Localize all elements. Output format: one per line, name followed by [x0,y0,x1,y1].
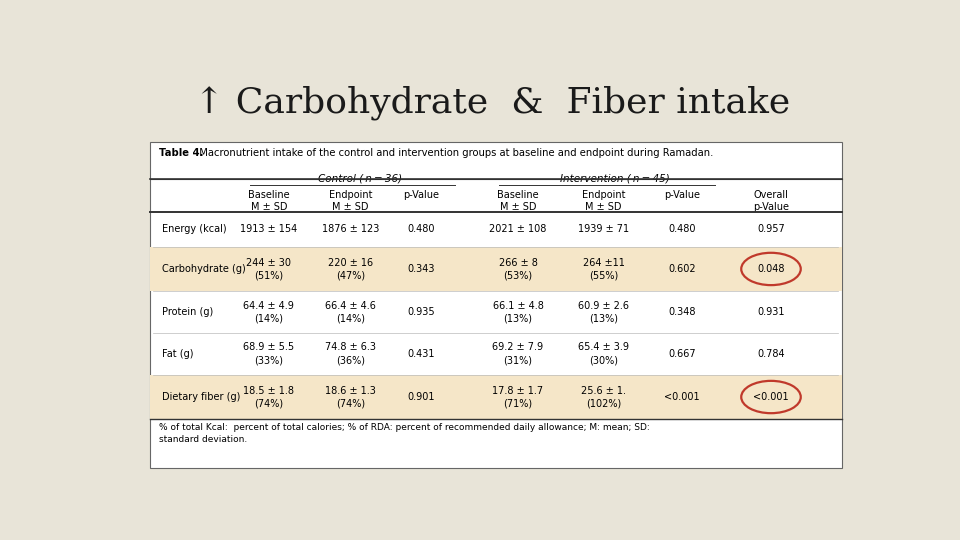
Text: <0.001: <0.001 [664,392,700,402]
Text: 0.935: 0.935 [407,307,435,317]
Text: 1913 ± 154: 1913 ± 154 [240,225,298,234]
Text: % of total Kcal:  percent of total calories; % of RDA: percent of recommended da: % of total Kcal: percent of total calori… [158,423,649,443]
Text: 244 ± 30
(51%): 244 ± 30 (51%) [247,258,291,280]
Text: Overall
p-Value: Overall p-Value [753,190,789,212]
Text: 68.9 ± 5.5
(33%): 68.9 ± 5.5 (33%) [243,342,295,365]
Text: 0.480: 0.480 [668,225,695,234]
Text: 64.4 ± 4.9
(14%): 64.4 ± 4.9 (14%) [244,301,294,323]
Text: Baseline
M ± SD: Baseline M ± SD [248,190,290,212]
Text: 0.048: 0.048 [757,264,784,274]
FancyBboxPatch shape [150,141,842,468]
Text: 69.2 ± 7.9
(31%): 69.2 ± 7.9 (31%) [492,342,543,365]
Text: 0.480: 0.480 [408,225,435,234]
Text: p-Value: p-Value [663,190,700,200]
Text: Baseline
M ± SD: Baseline M ± SD [497,190,539,212]
Text: Endpoint
M ± SD: Endpoint M ± SD [582,190,625,212]
Text: 1939 ± 71: 1939 ± 71 [578,225,629,234]
Text: Fat (g): Fat (g) [162,349,194,359]
Text: Endpoint
M ± SD: Endpoint M ± SD [329,190,372,212]
Text: 2021 ± 108: 2021 ± 108 [490,225,547,234]
Text: Control ( n = 36): Control ( n = 36) [318,173,402,183]
Text: 66.4 ± 4.6
(14%): 66.4 ± 4.6 (14%) [325,301,376,323]
Text: 65.4 ± 3.9
(30%): 65.4 ± 3.9 (30%) [578,342,629,365]
Text: p-Value: p-Value [403,190,440,200]
Text: 0.901: 0.901 [408,392,435,402]
Text: Protein (g): Protein (g) [162,307,214,317]
FancyBboxPatch shape [150,246,842,292]
Text: 0.602: 0.602 [668,264,696,274]
Text: 66.1 ± 4.8
(13%): 66.1 ± 4.8 (13%) [492,301,543,323]
Text: 0.931: 0.931 [757,307,784,317]
Text: 25.6 ± 1.
(102%): 25.6 ± 1. (102%) [581,386,626,408]
Text: Table 4.: Table 4. [158,148,204,158]
Text: 60.9 ± 2.6
(13%): 60.9 ± 2.6 (13%) [578,301,629,323]
Text: 266 ± 8
(53%): 266 ± 8 (53%) [498,258,538,280]
Text: Dietary fiber (g): Dietary fiber (g) [162,392,241,402]
Text: 0.667: 0.667 [668,349,696,359]
Text: 0.431: 0.431 [408,349,435,359]
Text: 0.957: 0.957 [757,225,785,234]
FancyBboxPatch shape [150,375,842,420]
Text: Macronutrient intake of the control and intervention groups at baseline and endp: Macronutrient intake of the control and … [193,148,713,158]
Text: ↑ Carbohydrate  &  Fiber intake: ↑ Carbohydrate & Fiber intake [194,85,790,120]
Text: 74.8 ± 6.3
(36%): 74.8 ± 6.3 (36%) [325,342,376,365]
Text: 18.6 ± 1.3
(74%): 18.6 ± 1.3 (74%) [325,386,376,408]
Text: Intervention ( n = 45): Intervention ( n = 45) [560,173,670,183]
Text: 18.5 ± 1.8
(74%): 18.5 ± 1.8 (74%) [243,386,295,408]
Text: 17.8 ± 1.7
(71%): 17.8 ± 1.7 (71%) [492,386,543,408]
Text: 0.784: 0.784 [757,349,785,359]
Text: 0.343: 0.343 [408,264,435,274]
Text: 1876 ± 123: 1876 ± 123 [322,225,379,234]
Text: 220 ± 16
(47%): 220 ± 16 (47%) [328,258,373,280]
Text: Carbohydrate (g): Carbohydrate (g) [162,264,246,274]
Text: <0.001: <0.001 [754,392,789,402]
Text: 0.348: 0.348 [668,307,695,317]
Text: 264 ±11
(55%): 264 ±11 (55%) [583,258,625,280]
Text: Energy (kcal): Energy (kcal) [162,225,227,234]
